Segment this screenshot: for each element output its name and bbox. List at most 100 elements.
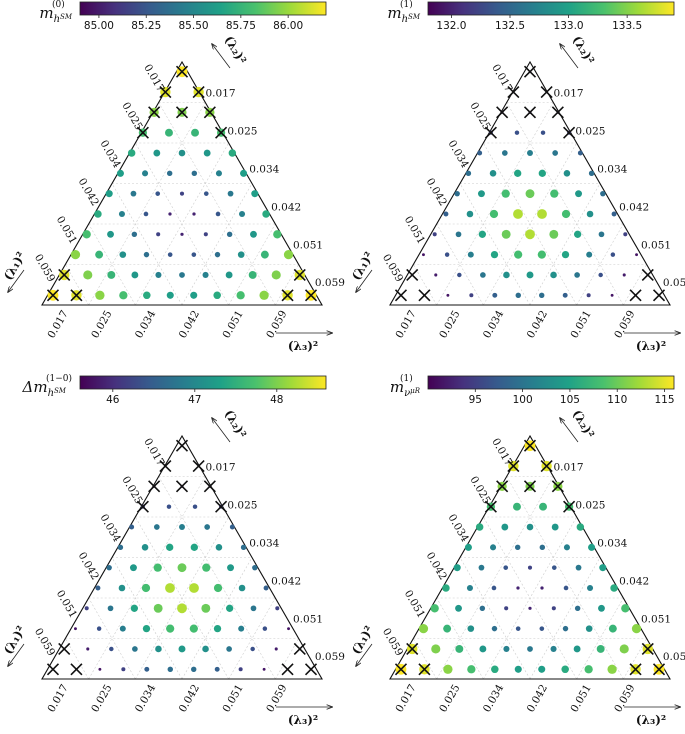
- data-point: [539, 626, 545, 631]
- data-point: [168, 212, 172, 216]
- data-point: [513, 209, 523, 219]
- tick-label-lambda3: 0.025: [89, 683, 114, 715]
- data-point: [129, 564, 137, 572]
- tick-label-lambda3: 0.034: [481, 682, 507, 714]
- tick-label-lambda1: 0.017: [489, 436, 514, 468]
- data-point: [190, 543, 198, 551]
- data-point: [119, 625, 126, 632]
- data-point: [599, 564, 607, 572]
- excluded-cross-marker: [496, 480, 509, 493]
- gridline: [529, 183, 601, 306]
- data-point: [464, 543, 472, 551]
- tick-label-lambda1: 0.042: [424, 550, 449, 582]
- excluded-cross-marker: [58, 268, 71, 282]
- axis-label-lambda1: (λ₁)²: [349, 249, 376, 282]
- data-point: [501, 150, 508, 156]
- data-point: [489, 170, 497, 177]
- data-point: [178, 645, 186, 653]
- tick-label-lambda2: 0.059: [315, 277, 345, 289]
- excluded-cross-marker: [304, 663, 318, 676]
- excluded-cross-marker: [148, 480, 161, 493]
- tick-label-lambda1: 0.051: [54, 588, 79, 620]
- tick-label-lambda2: 0.042: [271, 575, 301, 587]
- gridline: [181, 557, 253, 680]
- excluded-cross-marker: [192, 459, 205, 473]
- data-point: [237, 251, 245, 258]
- data-point: [586, 210, 594, 218]
- excluded-cross-marker: [484, 500, 497, 513]
- data-point: [180, 232, 184, 236]
- data-point: [262, 667, 266, 671]
- gridline: [576, 223, 624, 306]
- data-point: [156, 232, 161, 237]
- data-point: [192, 212, 196, 216]
- data-point: [84, 606, 89, 611]
- data-point: [166, 624, 175, 633]
- data-point: [271, 270, 281, 280]
- colorbar-tick-label: 85.00: [84, 20, 114, 32]
- data-point: [479, 605, 486, 612]
- tick-label-lambda2: 0.034: [597, 163, 627, 175]
- tick-label-lambda2: 0.025: [227, 125, 257, 137]
- data-point: [190, 291, 198, 299]
- excluded-cross-marker: [496, 106, 509, 119]
- data-point: [574, 272, 580, 278]
- excluded-cross-marker: [406, 642, 419, 656]
- excluded-cross-marker: [136, 500, 149, 513]
- axis-arrow-lambda2: [212, 418, 231, 443]
- data-point: [107, 230, 114, 238]
- colorbar-tick-label: 132.5: [495, 20, 525, 32]
- data-point: [238, 584, 246, 592]
- data-point: [465, 170, 472, 177]
- gridline: [135, 516, 229, 680]
- data-point: [191, 170, 198, 177]
- tick-label-lambda3: 0.059: [264, 683, 289, 715]
- axis-label-lambda2: (λ₂)²: [570, 33, 597, 66]
- data-point: [238, 667, 243, 672]
- data-point: [143, 291, 151, 300]
- axis-arrow-lambda1: [8, 269, 25, 292]
- tick-label-lambda1: 0.042: [424, 176, 449, 208]
- data-point: [250, 605, 257, 612]
- data-point: [167, 252, 173, 257]
- data-point: [166, 504, 172, 509]
- data-point: [141, 583, 151, 593]
- data-point: [202, 645, 209, 653]
- data-point: [525, 229, 535, 240]
- excluded-cross-marker: [175, 439, 189, 452]
- data-point: [119, 251, 127, 258]
- tick-label-lambda1: 0.025: [467, 474, 492, 506]
- excluded-cross-marker: [507, 459, 520, 473]
- excluded-cross-marker: [563, 126, 576, 139]
- data-point: [238, 625, 245, 632]
- gridline: [135, 142, 229, 306]
- data-point: [96, 626, 102, 631]
- data-point: [274, 647, 278, 651]
- tick-label-lambda3: 0.042: [525, 683, 550, 715]
- data-point: [204, 524, 211, 530]
- panel-top-right: mhSM(1) 132.0 132.5 133.0 133.5 0.017 0.059 0.0…: [349, 0, 685, 353]
- data-point: [203, 191, 209, 196]
- tick-label-lambda1: 0.017: [489, 62, 514, 94]
- gridline: [111, 557, 183, 680]
- tick-label-lambda3: 0.059: [612, 683, 637, 715]
- data-point: [214, 251, 221, 258]
- data-point: [95, 290, 105, 300]
- data-point: [515, 626, 521, 631]
- data-point: [422, 253, 425, 257]
- data-point: [155, 645, 162, 653]
- data-point: [250, 230, 257, 238]
- excluded-cross-marker: [629, 289, 642, 302]
- data-point: [191, 128, 199, 137]
- data-point: [501, 189, 510, 198]
- tick-label-lambda2: 0.034: [249, 163, 279, 175]
- colorbar: [427, 375, 675, 390]
- excluded-cross-marker: [523, 106, 537, 119]
- data-point: [203, 232, 208, 237]
- excluded-cross-marker: [484, 126, 497, 139]
- data-point: [191, 252, 197, 257]
- gridline: [158, 102, 276, 306]
- data-point: [116, 169, 124, 177]
- excluded-cross-marker: [418, 289, 431, 302]
- axis-arrow-lambda2: [212, 44, 231, 69]
